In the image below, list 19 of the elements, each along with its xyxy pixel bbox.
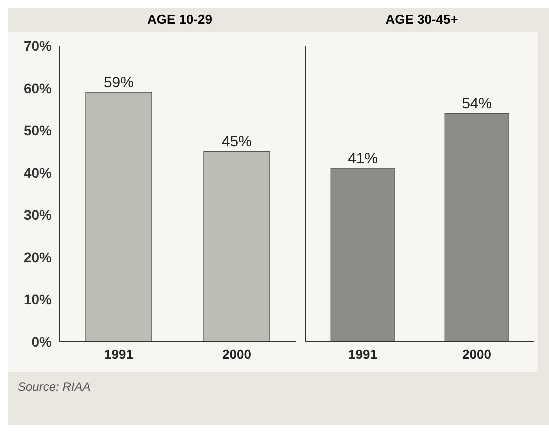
y-tick-label: 30% [24,207,53,224]
y-tick-label: 10% [24,292,53,308]
y-tick-label: 20% [24,249,53,266]
x-tick-label: 1991 [348,347,378,362]
y-tick-label: 50% [24,122,53,139]
source-note: Source: RIAA [18,380,92,394]
chart-title: AGE 10-29 [146,11,214,29]
y-tick-label: 60% [24,80,53,96]
y-tick-label: 70% [24,38,53,54]
x-tick-label: 2000 [462,347,492,362]
x-tick-label: 2000 [222,347,252,362]
data-label: 59% [104,74,134,92]
chart-title: AGE 30-45+ [384,11,460,29]
data-label: 41% [348,150,378,168]
data-label: 45% [222,134,252,151]
data-label: 54% [462,96,492,113]
x-tick-label: 1991 [104,347,134,362]
y-tick-label: 0% [32,334,53,350]
y-tick-label: 40% [24,164,53,181]
